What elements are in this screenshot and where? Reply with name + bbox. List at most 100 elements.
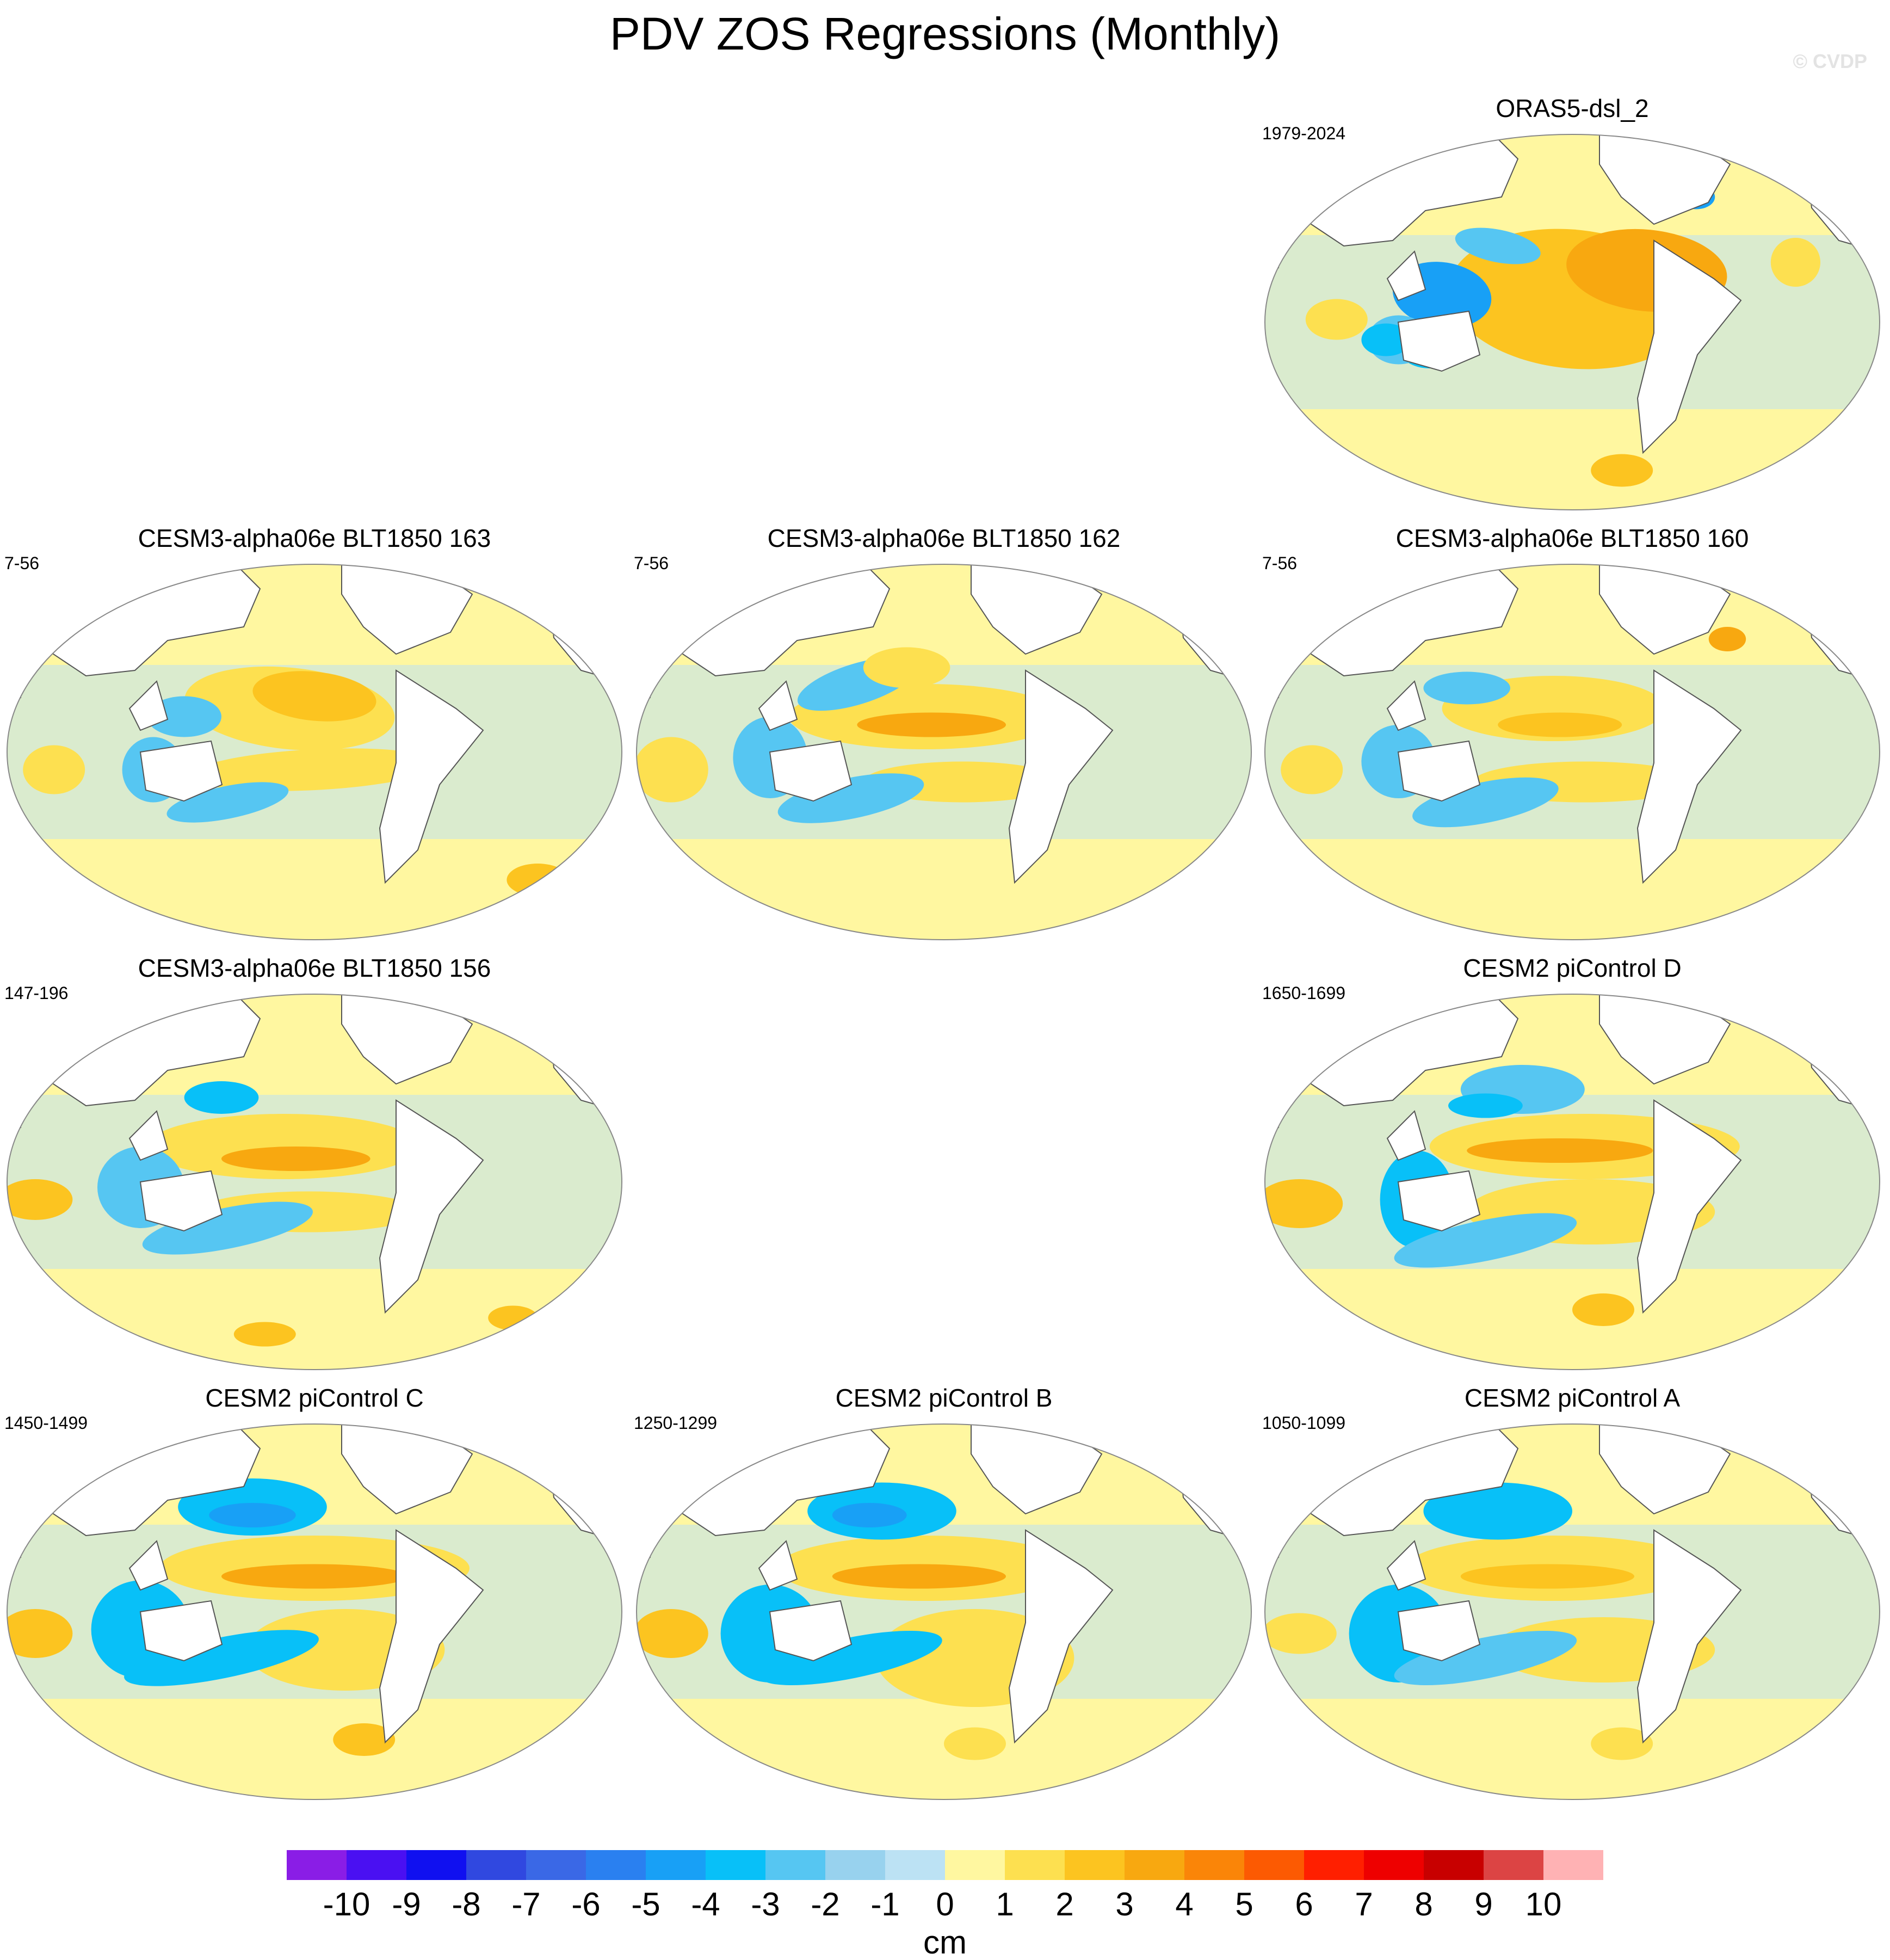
colorbar-tick-label: 10: [1525, 1886, 1562, 1922]
land-mass: [637, 653, 651, 710]
colorbar-tick-label: 0: [936, 1886, 954, 1922]
land-mass: [7, 1513, 21, 1569]
panel-years: 1250-1299: [634, 1413, 718, 1433]
land-mass: [1386, 250, 1426, 301]
colorbar-tick-label: -9: [392, 1886, 421, 1922]
colorbar-tick-label: 1: [996, 1886, 1014, 1922]
map-field: [637, 1424, 1251, 1799]
land-mass: [128, 1110, 169, 1161]
land-mass: [1636, 239, 1742, 454]
map-field: [1265, 994, 1880, 1370]
map-picontrol-c: [7, 1423, 622, 1800]
land-mass: [139, 1170, 223, 1232]
colorbar-swatch: [885, 1850, 945, 1880]
panel-title: CESM3-alpha06e BLT1850 162: [767, 524, 1121, 552]
colorbar-swatch: [586, 1850, 646, 1880]
map-outline: [7, 994, 622, 1370]
land-mass: [1265, 653, 1279, 710]
colorbar-swatch: [1543, 1850, 1603, 1880]
land-mass: [1636, 1099, 1742, 1314]
panel-years: 7-56: [4, 553, 40, 573]
map-field: [7, 1424, 622, 1799]
anomaly-blob: [1305, 299, 1368, 340]
anomaly-blob: [1572, 1293, 1634, 1326]
colorbar-swatch: [1304, 1850, 1364, 1880]
land-mass: [758, 680, 798, 731]
map-outline: [636, 564, 1252, 940]
panel-years: 1650-1699: [1262, 983, 1346, 1003]
panel-blt163: CESM3-alpha06e BLT1850 163 7-56: [4, 523, 625, 953]
land-mass: [1397, 1170, 1481, 1232]
anomaly-blob: [1467, 1138, 1653, 1163]
land-mass: [1265, 223, 1279, 280]
anomaly-blob: [759, 1630, 942, 1686]
panel-years: 1979-2024: [1262, 124, 1346, 143]
land-mass: [1397, 740, 1481, 802]
map-blt163: [7, 564, 622, 940]
anomaly-blob: [1423, 1482, 1572, 1540]
colorbar-swatch: [765, 1850, 825, 1880]
anomaly-blob: [488, 1305, 538, 1330]
colorbar-tick-label: 4: [1175, 1886, 1193, 1922]
map-outline: [1264, 134, 1880, 510]
map-field: [1265, 564, 1880, 940]
panel-title: CESM3-alpha06e BLT1850 163: [138, 524, 491, 552]
colorbar-swatch: [1484, 1850, 1543, 1880]
panel-oras5: ORAS5-dsl_2 1979-2024: [1262, 94, 1882, 523]
anomaly-blob: [142, 1201, 313, 1255]
map-field: [1265, 1424, 1880, 1799]
map-outline: [1264, 994, 1880, 1370]
watermark: © CVDP: [1793, 50, 1867, 72]
colorbar-swatch: [1244, 1850, 1304, 1880]
colorbar-tick-label: -10: [323, 1886, 370, 1922]
anomaly-blob: [1498, 712, 1622, 737]
colorbar-swatch: [347, 1850, 406, 1880]
colorbar-swatch: [1005, 1850, 1065, 1880]
anomaly-blob: [221, 1564, 407, 1589]
land-mass: [637, 1513, 651, 1569]
anomaly-blob: [1394, 1630, 1577, 1686]
colorbar-tick-label: -4: [691, 1886, 720, 1922]
map-outline: [7, 1423, 622, 1800]
land-mass: [379, 669, 484, 884]
land-mass: [139, 740, 223, 802]
colorbar-swatch: [1424, 1850, 1484, 1880]
map-picontrol-d: [1264, 994, 1880, 1370]
map-blt162: [636, 564, 1252, 940]
land-mass: [1386, 680, 1426, 731]
land-mass: [1008, 669, 1114, 884]
anomaly-blob: [184, 1081, 259, 1114]
panel-picontrol-c: CESM2 piControl C 1450-1499: [4, 1383, 625, 1813]
anomaly-blob: [7, 1609, 73, 1658]
anomaly-blob: [863, 647, 950, 688]
land-mass: [379, 1099, 484, 1314]
anomaly-blob: [1591, 1727, 1653, 1760]
panel-title: CESM2 piControl B: [835, 1384, 1053, 1412]
map-field: [7, 994, 622, 1370]
anomaly-blob: [832, 1564, 1006, 1589]
map-outline: [7, 564, 622, 940]
panel-title: CESM3-alpha06e BLT1850 156: [138, 954, 491, 982]
anomaly-blob: [190, 748, 438, 791]
panel-years: 1450-1499: [4, 1413, 88, 1433]
anomaly-blob: [333, 1723, 396, 1756]
anomaly-blob: [1361, 323, 1411, 356]
colorbar-tick-label: 9: [1474, 1886, 1492, 1922]
land-mass: [769, 1600, 853, 1662]
colorbar-tick-label: 6: [1295, 1886, 1313, 1922]
anomaly-blob: [944, 1727, 1006, 1760]
land-mass: [1397, 310, 1481, 372]
anomaly-blob: [832, 1503, 907, 1527]
anomaly-blob: [1770, 238, 1820, 287]
land-mass: [379, 1529, 484, 1744]
colorbar-tick-label: -6: [571, 1886, 600, 1922]
land-mass: [769, 740, 853, 802]
land-mass: [1636, 669, 1742, 884]
colorbar-tick-label: -1: [870, 1886, 899, 1922]
colorbar-swatch: [706, 1850, 765, 1880]
land-mass: [128, 680, 169, 731]
panel-years: 7-56: [1262, 553, 1298, 573]
anomaly-blob: [166, 782, 289, 823]
panel-title: CESM2 piControl A: [1464, 1384, 1681, 1412]
panel-picontrol-a: CESM2 piControl A 1050-1099: [1262, 1383, 1882, 1813]
